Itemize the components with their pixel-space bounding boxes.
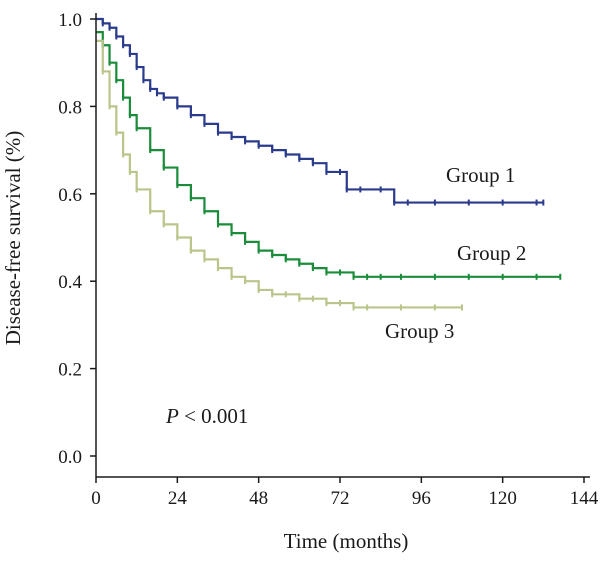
series-layer xyxy=(96,17,562,311)
series-label-1: Group 1 xyxy=(446,163,515,187)
x-tick-label: 0 xyxy=(91,488,101,509)
x-ticks: 0 24 48 72 96 120 144 xyxy=(91,477,599,509)
y-tick-label: 0.8 xyxy=(58,97,82,118)
y-ticks: 0.0 0.2 0.4 0.6 0.8 1.0 xyxy=(58,10,96,468)
x-tick-label: 144 xyxy=(570,488,599,509)
p-value-annotation: P < 0.001 xyxy=(165,404,248,428)
series-labels: Group 1 Group 2 Group 3 xyxy=(385,163,526,343)
series-label-3: Group 3 xyxy=(385,319,454,343)
y-tick-label: 0.2 xyxy=(58,360,82,381)
y-tick-label: 0.0 xyxy=(58,447,82,468)
y-tick-label: 1.0 xyxy=(58,10,82,31)
x-tick-label: 24 xyxy=(168,488,188,509)
x-tick-label: 48 xyxy=(249,488,268,509)
x-tick-label: 96 xyxy=(412,488,431,509)
x-tick-label: 120 xyxy=(488,488,517,509)
y-tick-label: 0.6 xyxy=(58,185,82,206)
x-tick-label: 72 xyxy=(331,488,350,509)
series-label-2: Group 2 xyxy=(457,241,526,265)
x-axis-title: Time (months) xyxy=(284,529,409,553)
y-axis-title: Disease-free survival (%) xyxy=(1,131,25,346)
series-line-1 xyxy=(96,17,544,204)
y-tick-label: 0.4 xyxy=(58,272,82,293)
axes-layer xyxy=(95,13,590,478)
